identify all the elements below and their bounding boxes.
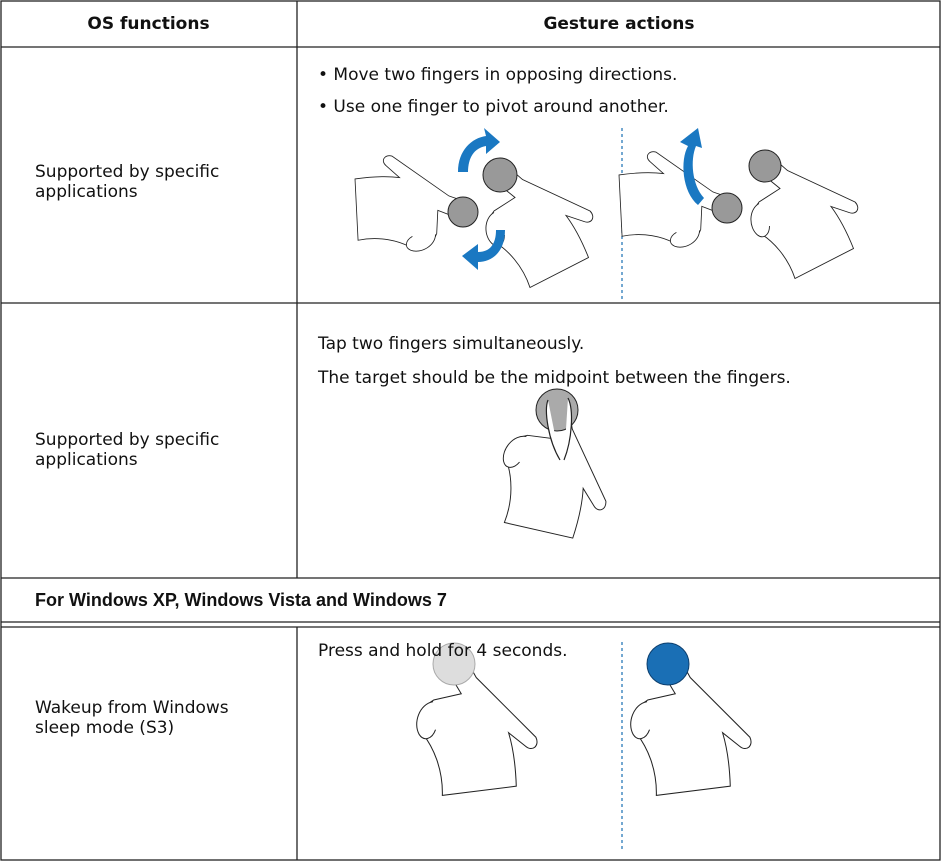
action-text: • Use one finger to pivot around another… [318, 97, 669, 117]
hand [608, 647, 772, 821]
tap-illustration [467, 388, 640, 567]
rotate-illustration [328, 128, 859, 300]
function-cell: Supported by specific applications [35, 162, 220, 202]
section-title: For Windows XP, Windows Vista and Window… [35, 590, 447, 610]
action-text: The target should be the midpoint betwee… [318, 368, 791, 388]
hold-illustration [394, 642, 772, 852]
function-cell: Supported by specific applications [35, 430, 220, 470]
header-cell: Gesture actions [543, 14, 695, 34]
header-cell: OS functions [87, 14, 210, 34]
action-text: Press and hold for 4 seconds. [318, 641, 568, 661]
function-cell: Wakeup from Windows sleep mode (S3) [35, 698, 229, 738]
action-text: • Move two fingers in opposing direction… [318, 65, 678, 85]
action-text: Tap two fingers simultaneously. [318, 334, 585, 354]
hand [394, 647, 558, 821]
